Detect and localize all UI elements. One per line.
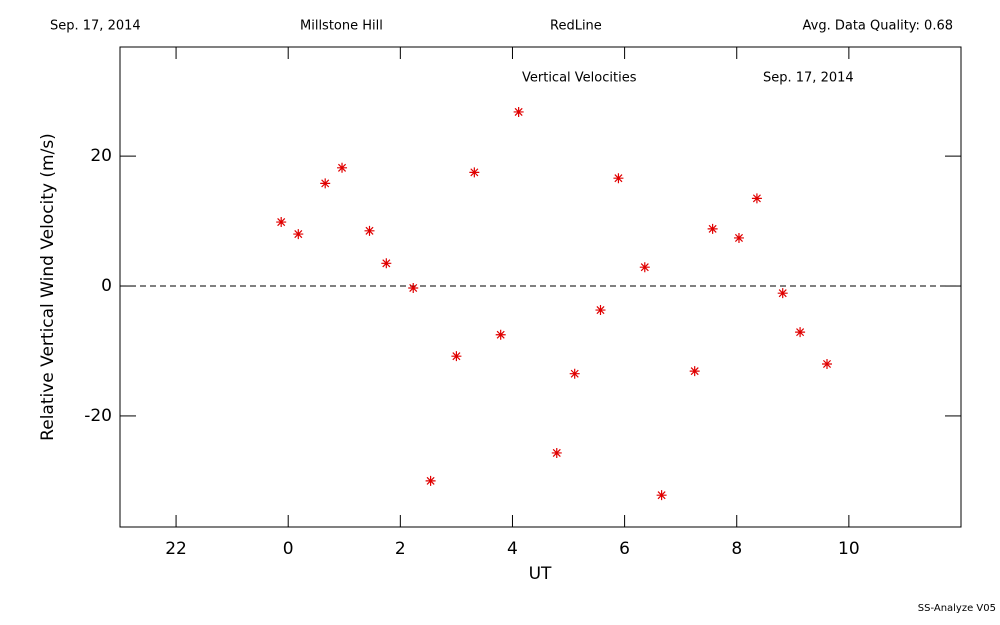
point: [689, 366, 700, 377]
point: [337, 162, 348, 173]
point: [293, 229, 304, 240]
plot-frame: [119, 46, 962, 528]
point: [613, 173, 624, 184]
point: [656, 490, 667, 501]
point: [513, 106, 524, 117]
point: [495, 329, 506, 340]
x-tick-label: 22: [165, 539, 187, 559]
x-tick-label: 10: [838, 539, 860, 559]
x-tick-label: 8: [731, 539, 742, 559]
point: [364, 225, 375, 236]
point: [451, 351, 462, 362]
point: [469, 167, 480, 178]
annotation: Sep. 17, 2014: [763, 71, 854, 86]
header-quality: Avg. Data Quality: 0.68: [803, 19, 953, 34]
point: [707, 223, 718, 234]
y-tick-label: 0: [101, 276, 112, 296]
header-site: Millstone Hill: [300, 19, 383, 34]
header-date: Sep. 17, 2014: [50, 19, 141, 34]
x-tick-label: 0: [283, 539, 294, 559]
point: [733, 232, 744, 243]
header-filter: RedLine: [550, 19, 602, 34]
x-tick-label: 2: [395, 539, 406, 559]
chart-title: Vertical Velocities: [522, 71, 637, 86]
x-tick-label: 6: [619, 539, 630, 559]
point: [777, 288, 788, 299]
x-axis-label: UT: [529, 564, 552, 584]
y-tick-label: 20: [90, 146, 112, 166]
x-tick-label: 4: [507, 539, 518, 559]
point: [551, 447, 562, 458]
point: [381, 258, 392, 269]
point: [569, 368, 580, 379]
y-tick-label: -20: [84, 406, 112, 426]
point: [320, 178, 331, 189]
point: [595, 305, 606, 316]
footer: SS-Analyze V05: [918, 603, 996, 614]
y-axis-label: Relative Vertical Wind Velocity (m/s): [38, 133, 58, 441]
point: [639, 262, 650, 273]
point: [822, 358, 833, 369]
point: [425, 475, 436, 486]
point: [408, 282, 419, 293]
point: [751, 193, 762, 204]
point: [276, 217, 287, 228]
point: [795, 327, 806, 338]
